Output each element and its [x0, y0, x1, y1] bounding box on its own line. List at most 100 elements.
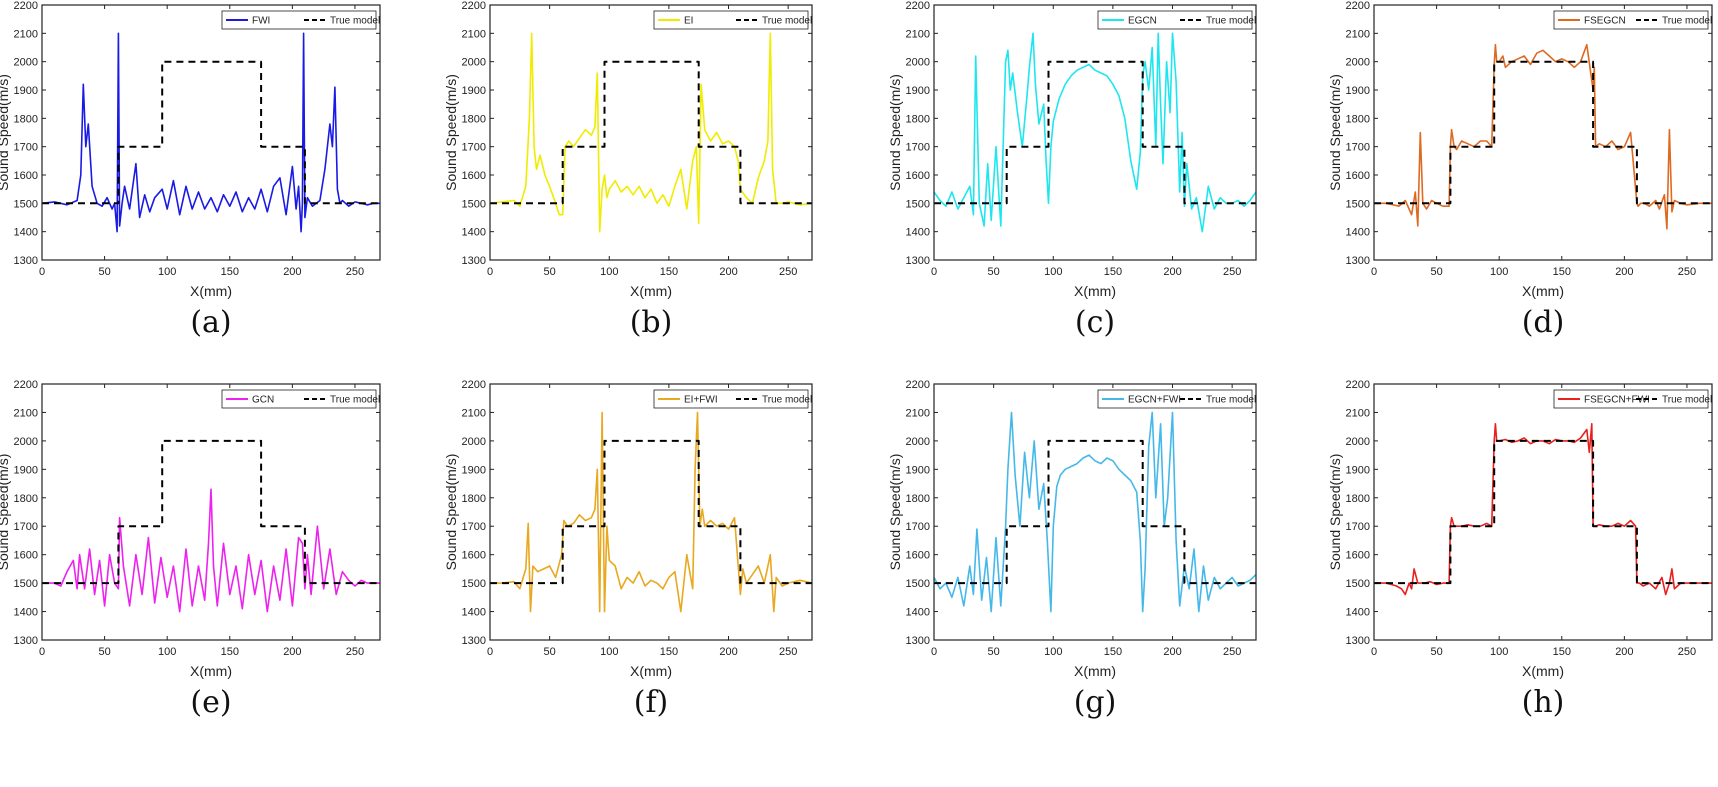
y-axis-title: Sound Speed(m/s) — [1327, 74, 1343, 191]
x-tick-label: 150 — [221, 266, 239, 278]
x-tick-label: 50 — [1430, 646, 1442, 658]
legend: EGCN+FWI True model — [1097, 389, 1256, 409]
y-tick-label: 1500 — [906, 198, 930, 210]
true-model-line — [490, 60, 812, 205]
true-model-line — [490, 439, 812, 585]
y-tick-label: 2100 — [1346, 28, 1370, 40]
x-tick-label: 100 — [600, 266, 618, 278]
y-tick-label: 1600 — [1346, 550, 1370, 562]
panel-label: (f) — [634, 685, 669, 720]
y-tick-label: 1800 — [1346, 113, 1370, 125]
legend-label: EGCN — [1128, 16, 1157, 27]
x-tick-label: 50 — [544, 266, 556, 278]
chart-panel-e: 1300140015001600170018001900200021002200… — [0, 379, 381, 720]
x-tick-label: 0 — [487, 266, 493, 278]
y-tick-label: 2100 — [906, 407, 930, 419]
y-tick-label: 1800 — [906, 113, 930, 125]
x-tick-label: 250 — [346, 266, 364, 278]
series-line-fsegcn-fwi — [1374, 422, 1712, 596]
y-tick-label: 1400 — [906, 607, 930, 619]
x-tick-label: 0 — [931, 266, 937, 278]
y-tick-label: 1300 — [462, 635, 486, 647]
y-tick-label: 1800 — [1346, 493, 1370, 505]
y-tick-label: 1900 — [14, 464, 38, 476]
x-tick-label: 250 — [779, 266, 797, 278]
panel-label: (a) — [190, 305, 231, 340]
y-tick-label: 1700 — [906, 142, 930, 154]
y-tick-label: 1500 — [1346, 198, 1370, 210]
x-tick-label: 200 — [719, 266, 737, 278]
y-tick-label: 1700 — [462, 142, 486, 154]
y-tick-label: 1800 — [462, 113, 486, 125]
y-tick-label: 2000 — [1346, 57, 1370, 69]
x-tick-label: 250 — [1678, 646, 1696, 658]
legend-label: True model — [1206, 16, 1256, 27]
y-tick-label: 2100 — [462, 407, 486, 419]
legend-box — [1097, 10, 1253, 30]
legend-label: True model — [762, 395, 812, 406]
legend-label: EI+FWI — [684, 395, 718, 406]
y-tick-label: 1600 — [462, 170, 486, 182]
y-tick-label: 2000 — [462, 57, 486, 69]
y-tick-label: 2000 — [1346, 436, 1370, 448]
legend: FSEGCN True model — [1553, 10, 1712, 30]
y-tick-label: 1600 — [462, 550, 486, 562]
panel-label: (h) — [1522, 685, 1565, 720]
y-tick-label: 1400 — [1346, 607, 1370, 619]
legend-box — [221, 10, 377, 30]
panel-label: (c) — [1075, 305, 1115, 340]
y-tick-label: 1300 — [906, 255, 930, 267]
x-tick-label: 150 — [1104, 266, 1122, 278]
legend-label: True model — [330, 16, 380, 27]
y-tick-label: 1400 — [14, 227, 38, 239]
x-tick-label: 50 — [988, 646, 1000, 658]
legend-box — [1097, 389, 1253, 409]
x-tick-label: 100 — [158, 266, 176, 278]
series-line-egcn-fwi — [934, 411, 1256, 613]
true-model-line — [42, 439, 380, 585]
y-tick-label: 1800 — [906, 493, 930, 505]
y-tick-label: 1600 — [906, 170, 930, 182]
x-tick-label: 250 — [346, 646, 364, 658]
legend-label: FSEGCN — [1584, 16, 1626, 27]
y-tick-label: 1400 — [462, 607, 486, 619]
x-axis-title: X(mm) — [1074, 283, 1116, 299]
y-tick-label: 1900 — [14, 85, 38, 97]
x-tick-label: 50 — [988, 266, 1000, 278]
y-axis-title: Sound Speed(m/s) — [0, 74, 11, 191]
x-tick-label: 250 — [779, 646, 797, 658]
y-tick-label: 2200 — [462, 0, 486, 12]
y-tick-label: 2200 — [906, 0, 930, 12]
true-model-line — [42, 60, 380, 205]
legend-box — [1553, 389, 1709, 409]
x-tick-label: 100 — [1044, 266, 1062, 278]
x-tick-label: 100 — [1490, 646, 1508, 658]
y-tick-label: 2100 — [14, 28, 38, 40]
chart-panel-g: 1300140015001600170018001900200021002200… — [887, 379, 1257, 720]
legend-label: True model — [762, 16, 812, 27]
y-axis-title: Sound Speed(m/s) — [443, 74, 459, 191]
chart-panel-d: 1300140015001600170018001900200021002200… — [1327, 0, 1713, 340]
y-tick-label: 1800 — [14, 113, 38, 125]
legend-label: True model — [330, 395, 380, 406]
panel-label: (g) — [1074, 685, 1117, 720]
y-tick-label: 1400 — [462, 227, 486, 239]
x-tick-label: 100 — [158, 646, 176, 658]
true-model-line — [1374, 439, 1712, 585]
y-tick-label: 1700 — [14, 142, 38, 154]
legend: GCN True model — [221, 389, 380, 409]
x-axis-title: X(mm) — [190, 663, 232, 679]
true-model-line — [1374, 60, 1712, 205]
legend-label: FSEGCN+FWI — [1584, 395, 1650, 406]
y-tick-label: 1600 — [14, 170, 38, 182]
legend: FSEGCN+FWI True model — [1553, 389, 1712, 409]
x-axis-title: X(mm) — [1074, 663, 1116, 679]
x-tick-label: 150 — [660, 266, 678, 278]
y-tick-label: 1700 — [1346, 142, 1370, 154]
x-tick-label: 100 — [1490, 266, 1508, 278]
y-axis-title: Sound Speed(m/s) — [887, 74, 903, 191]
y-axis-title: Sound Speed(m/s) — [1327, 454, 1343, 571]
series-line-ei-fwi — [490, 411, 812, 613]
x-tick-label: 100 — [600, 646, 618, 658]
x-tick-label: 150 — [660, 646, 678, 658]
